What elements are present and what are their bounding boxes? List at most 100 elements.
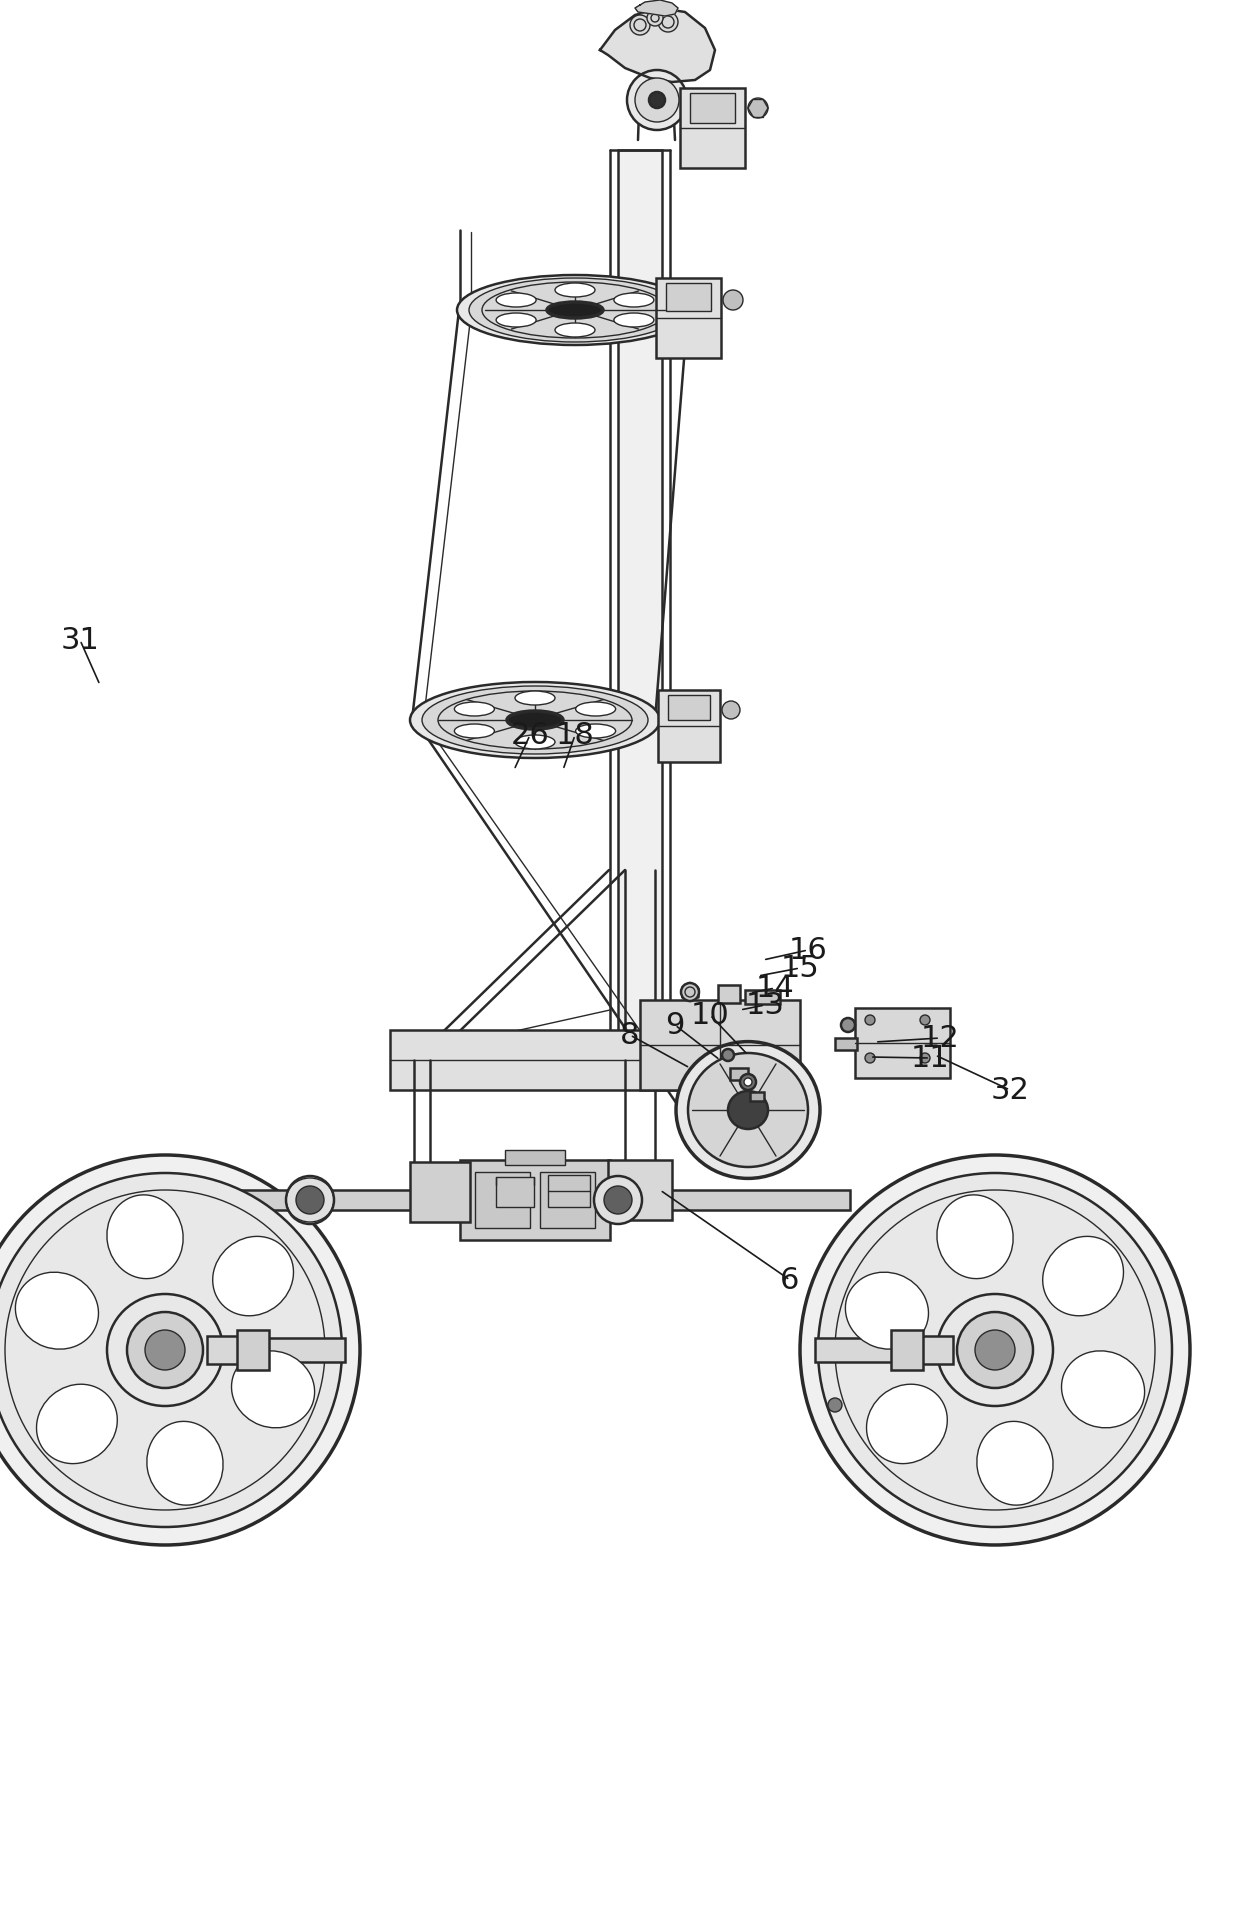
Circle shape	[723, 290, 743, 309]
Text: 9: 9	[666, 1010, 684, 1039]
Ellipse shape	[937, 1194, 1013, 1279]
Circle shape	[627, 70, 687, 129]
Bar	[666, 282, 711, 311]
Ellipse shape	[846, 1271, 929, 1349]
Bar	[496, 1177, 534, 1208]
Polygon shape	[600, 8, 715, 81]
Ellipse shape	[469, 278, 681, 342]
Bar	[689, 93, 735, 124]
Bar	[656, 278, 720, 357]
Text: 11: 11	[910, 1043, 950, 1072]
Ellipse shape	[145, 1329, 185, 1370]
Ellipse shape	[15, 1271, 98, 1349]
Ellipse shape	[818, 1173, 1172, 1526]
Ellipse shape	[507, 711, 563, 728]
Circle shape	[658, 12, 678, 33]
Bar	[410, 1161, 470, 1223]
Circle shape	[744, 1078, 751, 1086]
Ellipse shape	[977, 1422, 1053, 1505]
Text: 26: 26	[511, 721, 549, 750]
Bar	[608, 1159, 672, 1219]
Text: 6: 6	[780, 1265, 800, 1294]
Circle shape	[866, 1053, 875, 1063]
Circle shape	[635, 77, 680, 122]
Bar	[475, 1173, 529, 1229]
Bar	[680, 89, 745, 168]
Ellipse shape	[728, 1092, 768, 1128]
Bar	[236, 1190, 849, 1209]
Circle shape	[828, 1399, 842, 1412]
Bar	[668, 696, 711, 721]
Ellipse shape	[614, 294, 653, 307]
Text: 18: 18	[556, 721, 594, 750]
Text: 12: 12	[920, 1024, 960, 1053]
Circle shape	[866, 1014, 875, 1026]
Ellipse shape	[515, 692, 556, 705]
Ellipse shape	[800, 1155, 1190, 1546]
Bar	[658, 690, 720, 761]
Text: 14: 14	[755, 974, 795, 1003]
Bar	[237, 1329, 269, 1370]
Bar	[263, 1339, 345, 1362]
Bar	[892, 1329, 923, 1370]
Bar	[856, 1009, 950, 1078]
Ellipse shape	[0, 1155, 360, 1546]
Ellipse shape	[496, 294, 536, 307]
Ellipse shape	[496, 313, 536, 327]
Ellipse shape	[107, 1194, 184, 1279]
Circle shape	[594, 1177, 642, 1225]
Bar	[539, 1173, 595, 1229]
Ellipse shape	[688, 1053, 808, 1167]
Ellipse shape	[454, 724, 495, 738]
Ellipse shape	[146, 1422, 223, 1505]
Bar	[895, 1337, 954, 1364]
Ellipse shape	[867, 1383, 947, 1464]
Circle shape	[681, 983, 699, 1001]
Bar	[505, 1150, 565, 1165]
Ellipse shape	[975, 1329, 1016, 1370]
Ellipse shape	[547, 301, 603, 319]
Bar	[718, 985, 740, 1003]
Bar	[745, 989, 780, 1005]
Ellipse shape	[614, 313, 653, 327]
Circle shape	[647, 10, 663, 25]
Bar	[815, 1339, 897, 1362]
Circle shape	[920, 1014, 930, 1026]
Ellipse shape	[957, 1312, 1033, 1387]
Ellipse shape	[575, 724, 615, 738]
Polygon shape	[635, 0, 678, 15]
Text: 31: 31	[61, 626, 99, 655]
Bar	[750, 1092, 764, 1101]
Bar	[548, 1175, 590, 1208]
Ellipse shape	[1043, 1236, 1123, 1316]
Circle shape	[630, 15, 650, 35]
Text: 8: 8	[620, 1020, 640, 1049]
Ellipse shape	[454, 701, 495, 717]
Ellipse shape	[422, 686, 649, 753]
Bar	[391, 1030, 790, 1090]
Circle shape	[841, 1018, 856, 1032]
Circle shape	[722, 1049, 734, 1061]
Circle shape	[740, 1074, 756, 1090]
Ellipse shape	[676, 1041, 820, 1179]
Bar	[835, 1037, 857, 1049]
Bar	[460, 1159, 610, 1240]
Text: 10: 10	[691, 1001, 729, 1030]
Circle shape	[296, 1186, 324, 1213]
Circle shape	[722, 701, 740, 719]
Text: 16: 16	[789, 935, 827, 964]
Ellipse shape	[126, 1312, 203, 1387]
Circle shape	[748, 99, 768, 118]
Bar	[640, 1001, 800, 1090]
Ellipse shape	[556, 323, 595, 336]
Text: 32: 32	[991, 1076, 1029, 1105]
Circle shape	[920, 1053, 930, 1063]
Text: 15: 15	[781, 954, 820, 983]
Ellipse shape	[232, 1350, 315, 1428]
Circle shape	[604, 1186, 632, 1213]
Circle shape	[649, 93, 665, 108]
Bar	[207, 1337, 265, 1364]
Ellipse shape	[556, 282, 595, 298]
Ellipse shape	[213, 1236, 294, 1316]
Ellipse shape	[36, 1383, 118, 1464]
